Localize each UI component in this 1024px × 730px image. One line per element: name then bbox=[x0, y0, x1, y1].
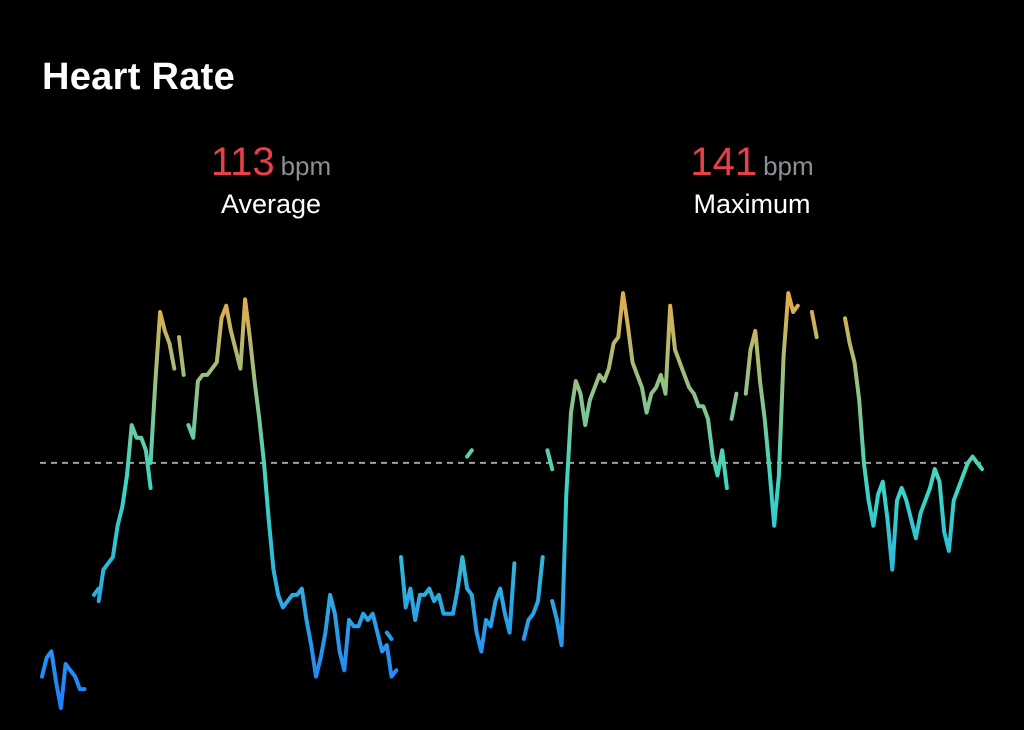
heart-rate-segment-7 bbox=[399, 555, 517, 654]
average-value: 113 bbox=[210, 140, 275, 184]
heart-rate-segment-6 bbox=[384, 630, 394, 641]
heart-rate-segment-12 bbox=[729, 391, 739, 421]
maximum-unit: bpm bbox=[763, 151, 814, 181]
heart-rate-segment-4 bbox=[177, 335, 186, 377]
heart-rate-segment-9 bbox=[521, 555, 545, 641]
average-stat: 113 bpm Average bbox=[161, 138, 381, 220]
heart-rate-segment-5 bbox=[186, 297, 399, 679]
heart-rate-segment-1 bbox=[92, 586, 101, 597]
heart-rate-segment-11 bbox=[550, 291, 729, 648]
heart-rate-segment-2 bbox=[96, 423, 153, 604]
heart-rate-segment-10 bbox=[545, 448, 555, 472]
heart-rate-segment-15 bbox=[843, 316, 984, 572]
maximum-value: 141 bbox=[690, 140, 758, 184]
heart-rate-segment-13 bbox=[743, 291, 800, 528]
heart-rate-segment-8 bbox=[465, 448, 474, 459]
maximum-label: Maximum bbox=[693, 189, 811, 219]
average-label: Average bbox=[220, 189, 322, 219]
average-unit: bpm bbox=[280, 151, 332, 181]
maximum-stat: 141 bpm Maximum bbox=[642, 138, 862, 220]
page-title: Heart Rate bbox=[42, 56, 236, 98]
heart-rate-segment-0 bbox=[40, 649, 87, 710]
heart-rate-segment-3 bbox=[148, 310, 177, 465]
heart-rate-segment-14 bbox=[809, 310, 819, 340]
